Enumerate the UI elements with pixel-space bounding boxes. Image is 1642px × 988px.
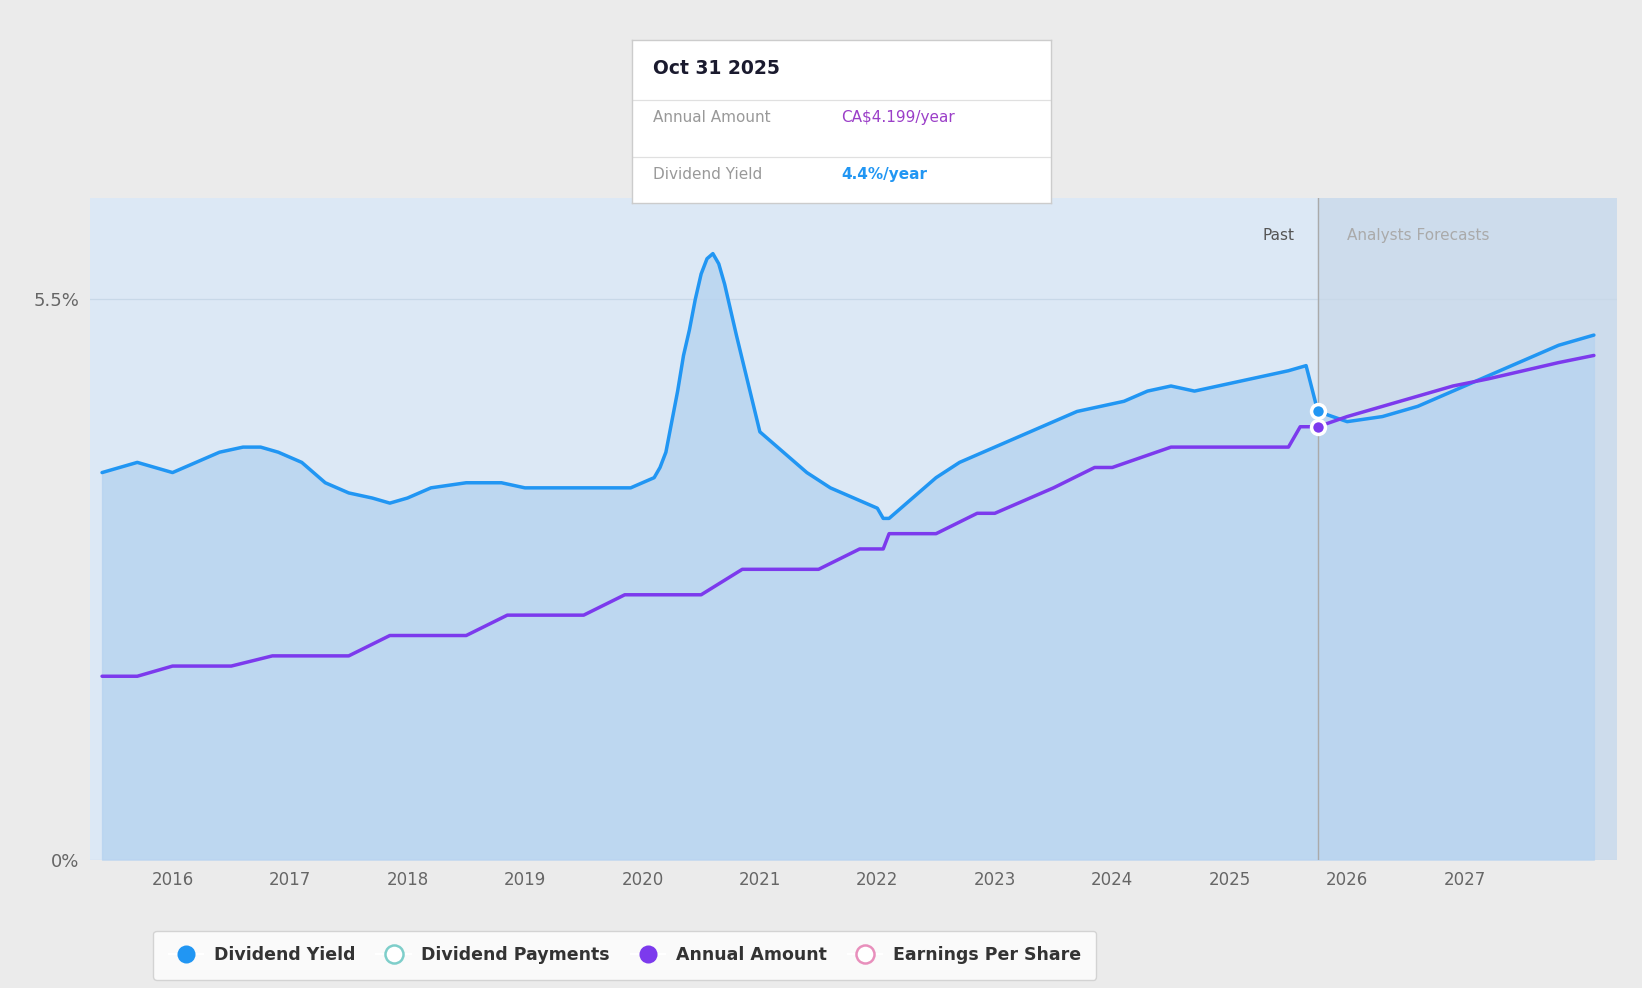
Text: Dividend Yield: Dividend Yield [654,167,762,182]
Text: CA$4.199/year: CA$4.199/year [842,110,956,124]
Text: Annual Amount: Annual Amount [654,110,770,124]
Text: Past: Past [1263,228,1294,243]
Text: 4.4%/year: 4.4%/year [842,167,928,182]
Legend: Dividend Yield, Dividend Payments, Annual Amount, Earnings Per Share: Dividend Yield, Dividend Payments, Annua… [153,931,1097,980]
Text: Oct 31 2025: Oct 31 2025 [654,59,780,78]
Text: Analysts Forecasts: Analysts Forecasts [1346,228,1489,243]
Bar [1319,198,1617,860]
